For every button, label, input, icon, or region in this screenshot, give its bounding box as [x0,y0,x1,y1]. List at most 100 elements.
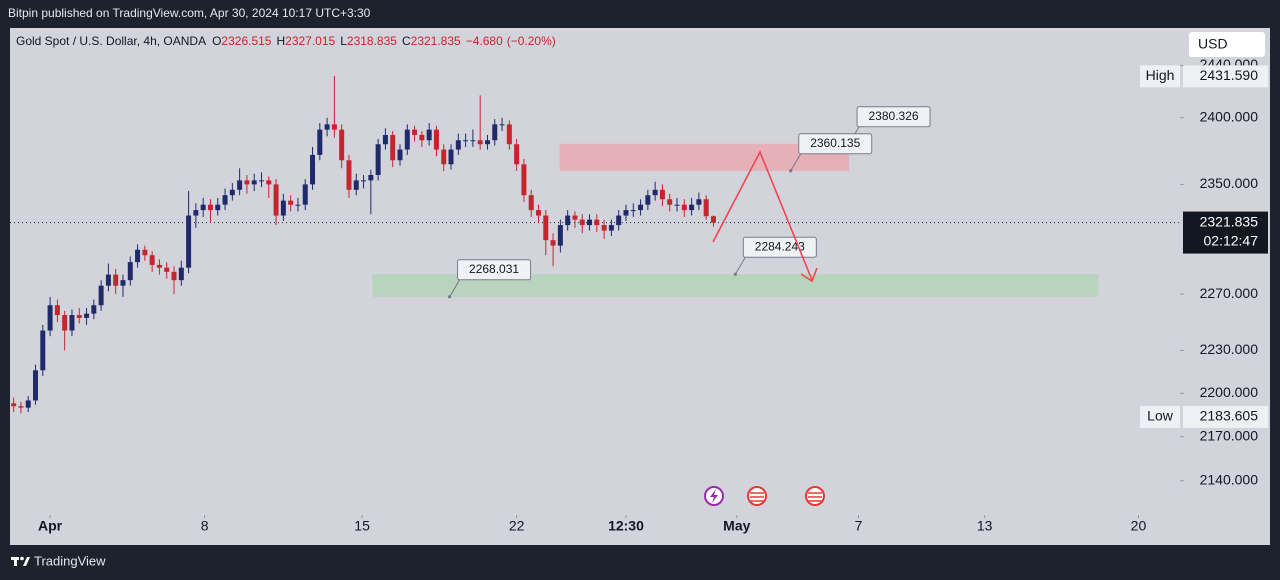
candle-body [40,330,46,371]
candle-body [638,204,644,211]
candle-body [288,200,294,205]
candle-body [331,124,337,130]
candle-body [98,285,104,306]
candle-body [258,180,264,182]
candle-body [113,274,119,286]
candle-body [317,129,323,155]
candle-body [84,313,90,318]
candle-body [156,264,162,268]
candle-body [681,204,687,211]
candle-body [47,305,53,331]
candle-body [696,199,702,205]
callout-pointer [449,279,461,298]
x-tick-label: 7 [855,518,863,534]
candle-body [441,149,447,165]
y-tick-label: 2270.000 [1200,285,1259,301]
logo [11,556,30,566]
candle-body [550,240,556,246]
candle-body [448,149,454,165]
candle-body [69,315,75,331]
high-marker-box [1140,65,1180,88]
candle-body [54,305,60,316]
legend-ohlc-key: L [340,34,347,48]
candle-body [222,195,228,205]
candle-body [302,184,308,205]
candle-body [127,262,133,281]
candle-body [193,210,199,216]
callout-box [457,259,532,281]
candle-body [521,164,527,196]
candle-body [710,216,716,223]
candle-body [135,249,141,263]
legend: Gold Spot / U.S. Dollar, 4h, OANDA O2326.… [16,34,556,48]
low-marker-value-box [1183,405,1268,428]
currency-label[interactable]: USD [1198,36,1228,52]
candle-body [346,160,352,190]
publish-info: Bitpin published on TradingView.com, Apr… [8,6,371,20]
candle-body [630,210,636,212]
candle-body [397,149,403,161]
last-price-value: 2321.835 [1200,213,1259,229]
candle-body [506,124,512,145]
x-tick-label: Apr [38,518,63,534]
candle-body [207,204,213,211]
candle-body [178,267,184,281]
candle-body [419,134,425,141]
candle-body [91,305,97,314]
drawing-arrow [712,150,818,283]
currency-button[interactable] [1189,32,1265,57]
callout-label: 2380.326 [869,109,919,123]
candle-body [703,199,709,217]
callout-anchor [789,169,793,173]
legend-ohlc-value: 2321.835 [411,34,461,48]
candle-body [455,140,461,150]
candle-body [120,280,126,286]
candle-body [244,180,250,185]
candle-body [572,215,578,220]
callout-label: 2284.243 [755,239,805,253]
candle-body [674,204,680,206]
callout-anchor [733,272,737,276]
candle-body [623,210,629,216]
candle-body [361,180,367,182]
candle-body [164,267,170,272]
event-icons [704,486,825,506]
candle-body [382,134,388,145]
candle-body [557,225,563,246]
candle-body [404,129,410,150]
y-tick-label: 2200.000 [1200,384,1259,400]
bar-countdown: 02:12:47 [1204,232,1259,248]
callout-box [856,106,931,128]
y-tick-label: 2140.000 [1200,471,1259,487]
x-tick-label: 12:30 [608,518,644,534]
legend-title: Gold Spot / U.S. Dollar, 4h, OANDA [16,34,206,48]
y-tick-label: 2170.000 [1200,427,1259,443]
candle-body [339,129,345,161]
candle-body [375,144,381,175]
candle-body [295,204,301,206]
candle-body [62,315,68,331]
candle-body [594,219,600,226]
y-tick-label: 2400.000 [1200,108,1259,124]
callout-label: 2360.135 [810,136,860,150]
candle-body [528,195,534,211]
candle-body [11,403,17,407]
callout-box [742,236,817,258]
candle-body [601,225,607,231]
high-marker-value-box [1183,65,1268,88]
candle-body [579,219,585,226]
candle-body [105,274,111,286]
candle-body [499,124,505,126]
x-tick-label: 20 [1131,518,1147,534]
candle-body [492,124,498,141]
legend-ohlc-value: 2326.515 [221,34,271,48]
x-tick-label: 15 [354,518,370,534]
legend-ohlc-key: O [212,34,221,48]
candle-body [565,215,571,226]
candle-body [543,215,549,241]
candle-body [368,174,374,181]
high-marker-text: High [1146,67,1175,83]
candle-body [353,180,359,190]
candle-body [608,225,614,231]
